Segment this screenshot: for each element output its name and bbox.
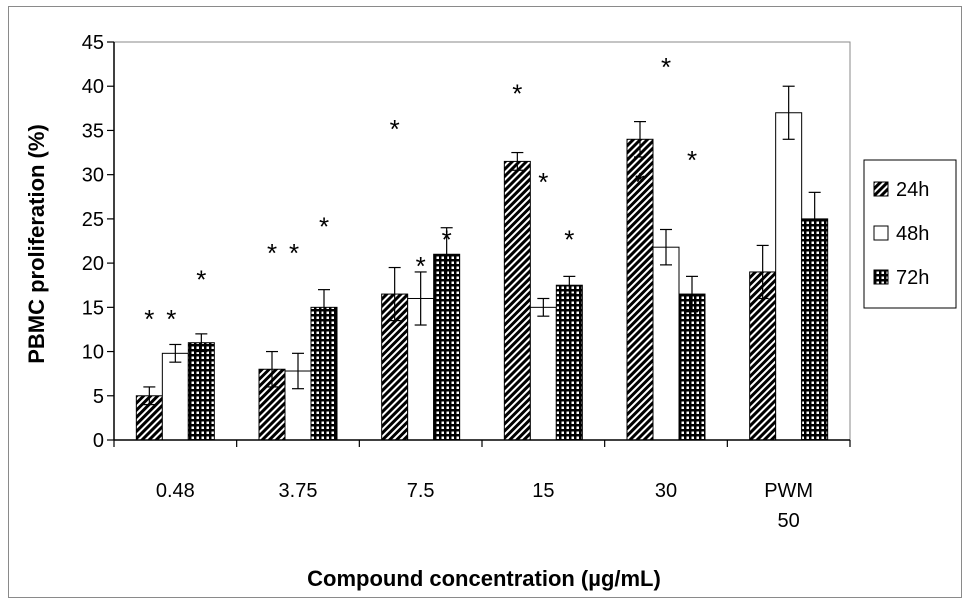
- significance-markers: * * * * * * * * * * * * * * *: [144, 52, 697, 334]
- significance-star-3: *: [267, 238, 277, 268]
- significance-star-4: *: [289, 238, 299, 268]
- x-tick-label-5: PWM: [764, 480, 813, 502]
- significance-star-9: *: [512, 79, 522, 109]
- significance-star-14: *: [687, 145, 697, 175]
- legend-swatch-48h: [873, 225, 889, 241]
- bar-72h-5: [801, 218, 829, 441]
- bar-48h-3: [529, 306, 557, 441]
- significance-star-13: *: [661, 52, 671, 82]
- bar-48h-0: [161, 352, 189, 441]
- x-ticks: 0.48 3.75 7.5 15 30 PWM 50: [113, 440, 851, 532]
- bar-72h-0: [187, 342, 215, 441]
- bar-72h-2: [433, 253, 461, 441]
- x-tick-label-5-line1: 50: [778, 510, 800, 532]
- significance-star-5: *: [319, 211, 329, 241]
- chart-frame: [8, 6, 962, 598]
- bar-24h-5: [749, 271, 777, 441]
- bar-48h-4: [652, 246, 680, 441]
- x-tick-label-0: 0.48: [156, 480, 195, 502]
- y-tick-label-30: 30: [82, 165, 104, 187]
- y-axis-title: PBMC proliferation (%): [24, 124, 49, 364]
- bar-24h-3: [503, 160, 531, 441]
- y-tick-label-45: 45: [82, 32, 104, 54]
- y-tick-label-5: 5: [93, 386, 104, 408]
- y-tick-label-25: 25: [82, 209, 104, 231]
- legend: 24h 48h 72h: [863, 159, 957, 309]
- significance-star-0: *: [144, 304, 154, 334]
- legend-swatch-72h: [873, 269, 889, 285]
- legend-swatch-24h: [873, 181, 889, 197]
- legend-label-24h: 24h: [896, 179, 929, 201]
- x-tick-label-2: 7.5: [407, 480, 435, 502]
- significance-star-12: *: [635, 167, 645, 197]
- significance-star-1: *: [166, 304, 176, 334]
- bar-72h-4: [678, 293, 706, 441]
- significance-star-2: *: [196, 264, 206, 294]
- x-axis-title: Compound concentration (µg/mL): [307, 566, 661, 591]
- significance-star-8: *: [442, 225, 452, 255]
- bar-72h-3: [555, 284, 583, 441]
- error-bars-layer: [143, 85, 821, 406]
- significance-star-11: *: [564, 225, 574, 255]
- x-tick-label-1: 3.75: [279, 480, 318, 502]
- significance-star-10: *: [538, 167, 548, 197]
- x-tick-label-3: 15: [532, 480, 554, 502]
- y-tick-label-10: 10: [82, 342, 104, 364]
- y-tick-label-35: 35: [82, 120, 104, 142]
- y-ticks: 0 5 10 15 20 25 30 35 40 45: [82, 32, 114, 452]
- plot-area: [113, 41, 851, 441]
- x-tick-label-4: 30: [655, 480, 677, 502]
- y-tick-label-20: 20: [82, 253, 104, 275]
- legend-items: 24h 48h 72h: [873, 179, 929, 289]
- y-tick-label-15: 15: [82, 297, 104, 319]
- legend-label-72h: 72h: [896, 267, 929, 289]
- significance-star-6: *: [390, 114, 400, 144]
- y-tick-label-40: 40: [82, 76, 104, 98]
- bar-48h-5: [775, 112, 803, 441]
- significance-star-7: *: [416, 251, 426, 281]
- legend-label-48h: 48h: [896, 223, 929, 245]
- bar-72h-1: [310, 306, 338, 441]
- y-tick-label-0: 0: [93, 430, 104, 452]
